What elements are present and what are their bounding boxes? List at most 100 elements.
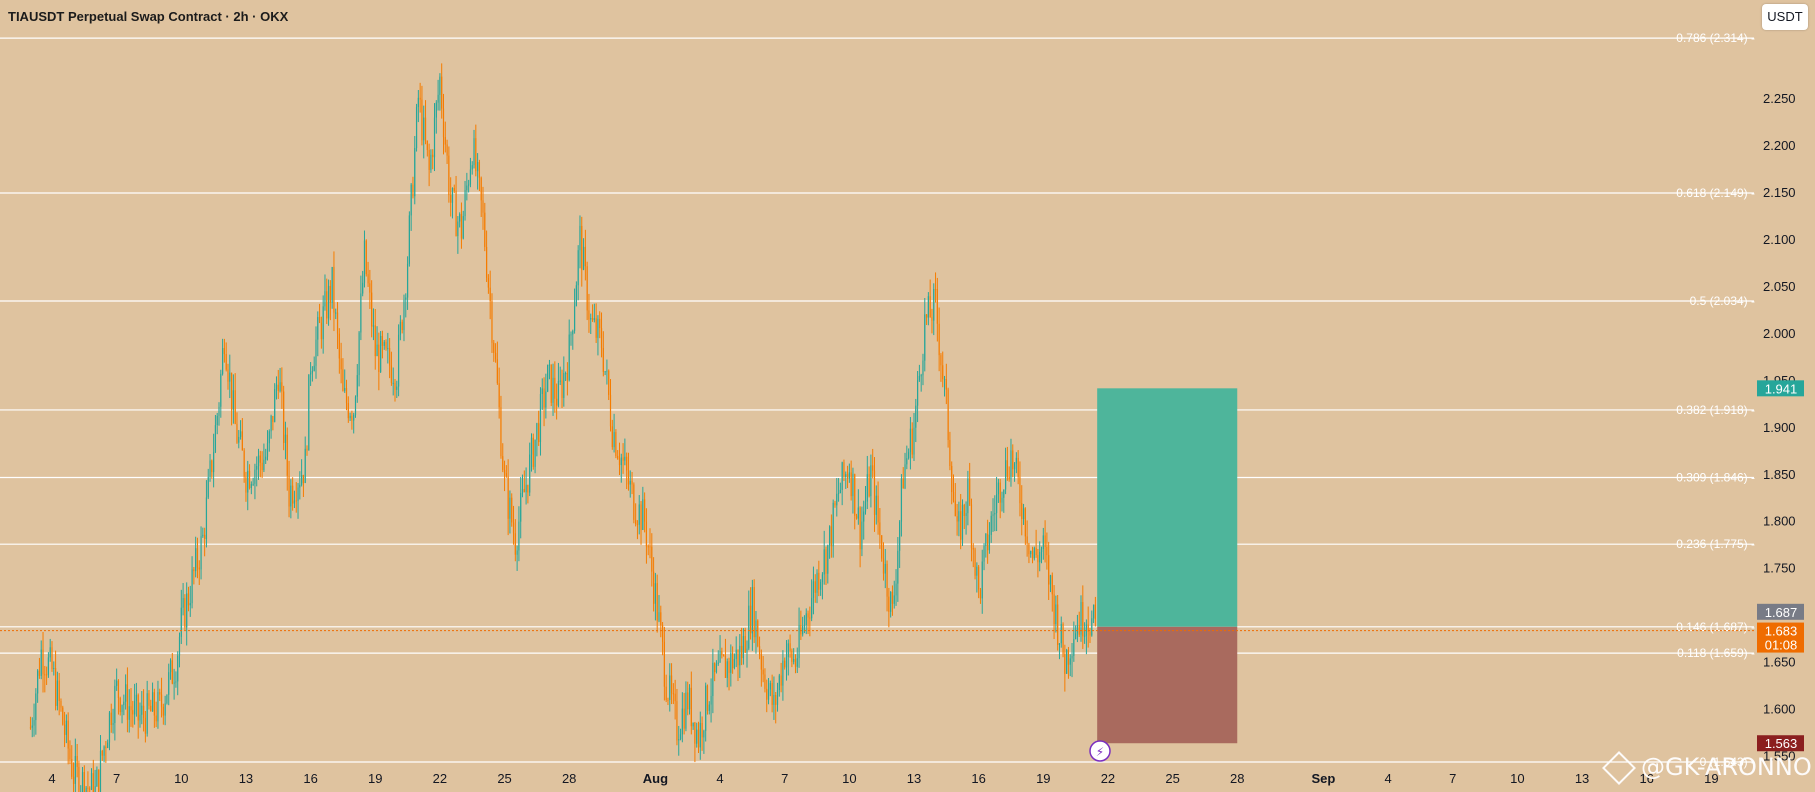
candle-body [284,434,287,443]
candle-body [1010,450,1012,480]
candle-body [437,94,439,103]
candle-body [922,360,924,376]
x-tick-label: 10 [842,771,856,786]
candle-body [401,321,403,331]
candle-body [318,317,321,323]
candle-body [213,452,215,473]
candle-body [448,155,450,195]
candle-body [881,535,883,559]
x-tick-label: 7 [113,771,120,786]
candle-body [653,571,655,604]
candle-body [529,454,531,493]
candle-body [547,365,549,392]
candle-body [586,266,588,311]
candle-body [1076,625,1079,634]
candle-body [1049,575,1052,585]
candle-body [63,724,66,735]
candle-body [886,563,888,597]
x-tick-label: 19 [1036,771,1050,786]
candle-body [956,516,958,522]
candle-body [909,428,912,453]
candle-body [435,102,437,118]
candle-body [230,372,233,410]
candle-body [563,373,565,398]
candle-body [534,439,536,467]
candle-body [369,283,371,293]
candle-body [755,620,757,638]
candle-body [62,707,64,725]
candle-body [423,117,425,141]
candle-body [378,344,380,372]
candle-body [292,485,294,504]
candle-body [322,306,324,340]
watermark: @GK-ARONNO [1602,751,1812,785]
candle-body [624,456,626,461]
candle-body [101,750,103,756]
candle-body [1021,503,1023,520]
candle-body [281,382,283,392]
candle-body [49,647,51,658]
candle-body [383,341,385,346]
candle-body [958,511,960,522]
candle-body [960,511,962,540]
candle-body [117,680,120,699]
candle-body [229,372,231,382]
candle-body [800,625,802,635]
candle-body [999,482,1001,503]
candle-body [609,394,612,427]
candle-body [353,414,355,421]
candle-body [216,415,218,426]
candle-body [44,674,46,676]
candle-body [107,742,109,749]
candle-body [248,470,251,488]
candle-body [333,266,335,313]
x-tick-label: 13 [1575,771,1589,786]
candle-body [651,546,653,572]
candle-body [485,246,488,278]
candle-body [696,729,698,744]
fib-label: 0.146 (1.687) - [1676,620,1755,634]
candle-body [232,390,234,410]
candle-body [773,695,775,705]
candle-body [1055,604,1057,624]
candle-body [387,348,389,350]
candle-body [301,475,303,485]
candle-body [442,108,445,138]
candle-body [51,647,53,669]
candle-body [1015,457,1017,464]
candle-body [381,335,384,346]
candle-body [344,388,346,391]
candle-body [1053,594,1055,624]
candle-body [908,452,910,459]
candle-body [76,755,78,767]
candle-body [1080,602,1082,635]
candle-body [69,748,71,760]
candle-body [820,582,822,590]
candle-body [363,240,366,283]
candle-body [942,365,944,380]
candle-body [1058,643,1061,645]
candle-body [412,184,414,197]
lightning-icon [1089,740,1111,762]
candle-body [661,625,664,642]
candle-body [741,645,743,659]
candle-body [830,526,832,547]
candle-body [843,462,845,477]
candle-body [272,415,274,422]
candle-body [360,293,362,333]
candle-body [263,459,265,471]
candle-body [780,675,782,686]
price-label-box [1757,380,1804,397]
candle-body [444,137,446,145]
candle-body [430,154,432,170]
candle-body [1092,604,1095,619]
candle-body [868,474,870,497]
watermark-text: @GK-ARONNO [1641,753,1812,781]
candle-body [715,663,718,673]
candle-body [681,708,683,735]
candle-body [811,597,813,619]
candle-body [279,382,281,391]
currency-button[interactable]: USDT [1762,4,1808,30]
candle-body [236,423,238,443]
